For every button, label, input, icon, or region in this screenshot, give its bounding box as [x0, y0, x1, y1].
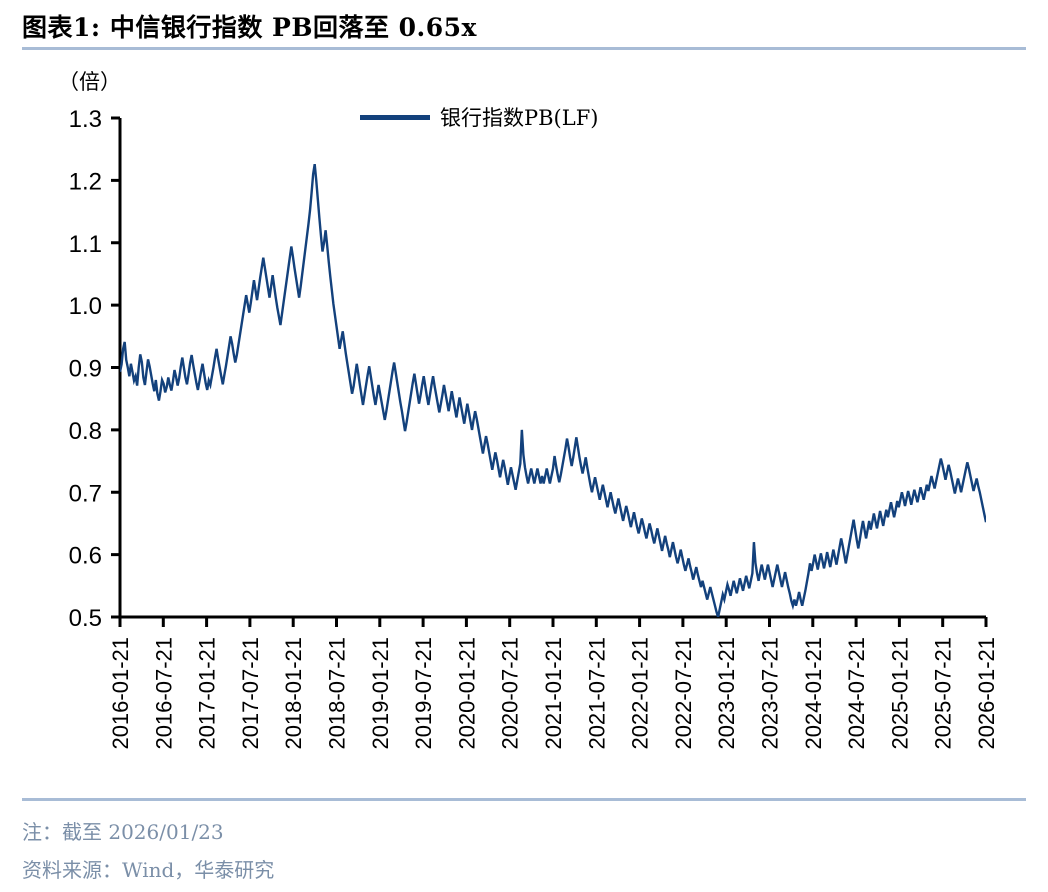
- y-axis-tick-label: 0.8: [69, 418, 102, 445]
- x-axis-tick-label: 2022-07-21: [671, 637, 696, 750]
- page-title: 图表1: 中信银行指数 PB回落至 0.65x: [22, 13, 477, 42]
- x-axis-tick-label: 2023-01-21: [714, 637, 739, 750]
- x-axis-tick-label: 2018-07-21: [325, 637, 350, 750]
- x-axis-tick-label: 2020-07-21: [498, 637, 523, 750]
- x-axis-tick-label: 2018-01-21: [281, 637, 306, 750]
- series-line-bank-index-pb: [120, 163, 986, 617]
- footer-source: 资料来源：Wind，华泰研究: [22, 858, 275, 882]
- y-axis-tick-label: 1.0: [69, 293, 102, 320]
- x-axis-tick-label: 2024-01-21: [801, 637, 826, 750]
- y-axis-tick-label: 0.6: [69, 543, 102, 570]
- x-axis-tick-label: 2025-07-21: [931, 637, 956, 750]
- legend-swatch-bank-index-pb: [360, 114, 430, 120]
- x-axis-tick-label: 2021-01-21: [541, 637, 566, 750]
- x-axis-tick-label: 2017-01-21: [195, 637, 220, 750]
- chart-legend: 银行指数PB(LF): [360, 102, 598, 132]
- footer-divider: [22, 798, 1026, 801]
- x-axis-tick-label: 2024-07-21: [844, 637, 869, 750]
- x-axis-tick-label: 2021-07-21: [584, 637, 609, 750]
- y-axis-tick-label: 1.2: [69, 168, 102, 195]
- exhibit-header: 图表1: 中信银行指数 PB回落至 0.65x: [0, 0, 1048, 52]
- y-axis-unit-label: （倍）: [58, 70, 121, 94]
- x-axis-tick-label: 2022-01-21: [628, 637, 653, 750]
- legend-label-bank-index-pb: 银行指数PB(LF): [440, 106, 599, 130]
- y-axis-tick-label: 1.1: [69, 231, 102, 258]
- x-axis-tick-label: 2019-07-21: [411, 637, 436, 750]
- footer-note: 注：截至 2026/01/23: [22, 820, 224, 844]
- x-axis-tick-label: 2019-01-21: [368, 637, 393, 750]
- chart-container: （倍） 银行指数PB(LF) 1.3 1.2 1.1 1.0 0.9 0.8 0.7 0.6 0…: [0, 52, 1048, 798]
- title-divider: [22, 47, 1026, 50]
- y-axis-tick-label: 1.3: [69, 106, 102, 133]
- x-axis-tick-label: 2020-01-21: [454, 637, 479, 750]
- x-axis-tick-label: 2025-01-21: [887, 637, 912, 750]
- y-axis-tick-label: 0.9: [69, 356, 102, 383]
- x-axis-tick-label: 2026-01-21: [974, 637, 999, 750]
- x-axis-tick-label: 2016-07-21: [151, 637, 176, 750]
- y-axis-tick-label: 0.7: [69, 480, 102, 507]
- x-axis-tick-label: 2017-07-21: [238, 637, 263, 750]
- y-axis-tick-label: 0.5: [69, 605, 102, 632]
- x-axis-tick-label: 2023-07-21: [758, 637, 783, 750]
- x-axis-tick-label: 2016-01-21: [108, 637, 133, 750]
